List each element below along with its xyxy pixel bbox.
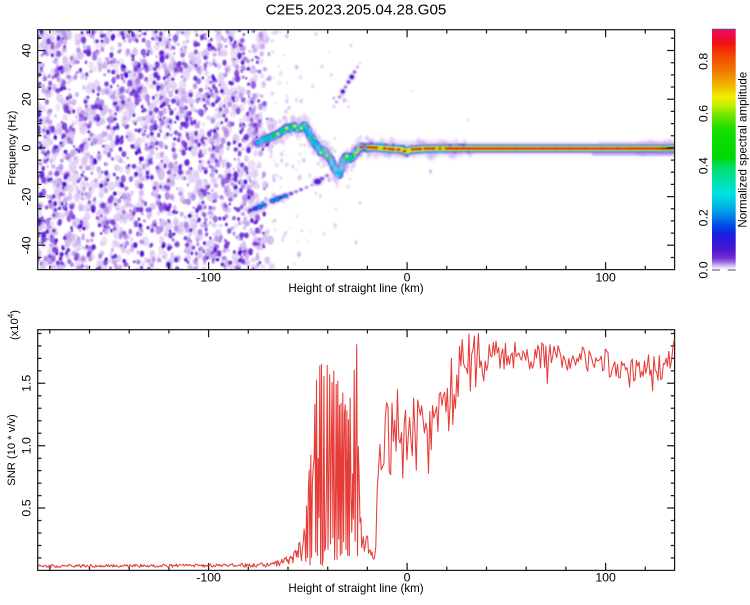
svg-text:0.0: 0.0: [697, 261, 711, 278]
svg-text:Normalized spectral amplitude: Normalized spectral amplitude: [736, 72, 749, 228]
svg-text:100: 100: [595, 271, 616, 285]
svg-text:0.2: 0.2: [697, 209, 711, 226]
svg-text:(x104): (x104): [7, 310, 22, 340]
svg-text:1.0: 1.0: [20, 437, 34, 454]
svg-text:-100: -100: [196, 271, 221, 285]
svg-text:20: 20: [20, 92, 34, 106]
svg-text:1.5: 1.5: [20, 375, 34, 392]
svg-text:Height of straight line (km): Height of straight line (km): [288, 582, 423, 595]
svg-text:0: 0: [404, 271, 411, 285]
svg-text:0.4: 0.4: [697, 157, 711, 174]
svg-text:0.8: 0.8: [697, 53, 711, 70]
svg-text:Frequency (Hz): Frequency (Hz): [6, 111, 18, 185]
svg-text:100: 100: [595, 571, 616, 585]
svg-text:0: 0: [20, 144, 34, 151]
svg-text:SNR (10 * v/v): SNR (10 * v/v): [6, 414, 18, 486]
svg-text:0: 0: [404, 571, 411, 585]
svg-text:-100: -100: [196, 571, 221, 585]
svg-text:0.6: 0.6: [697, 105, 711, 122]
svg-text:40: 40: [20, 44, 34, 58]
svg-text:0.5: 0.5: [20, 499, 34, 516]
svg-text:Height of straight line (km): Height of straight line (km): [288, 282, 423, 295]
svg-text:-20: -20: [20, 188, 34, 206]
svg-text:C2E5.2023.205.04.28.G05: C2E5.2023.205.04.28.G05: [266, 2, 447, 19]
svg-text:-40: -40: [20, 236, 34, 254]
